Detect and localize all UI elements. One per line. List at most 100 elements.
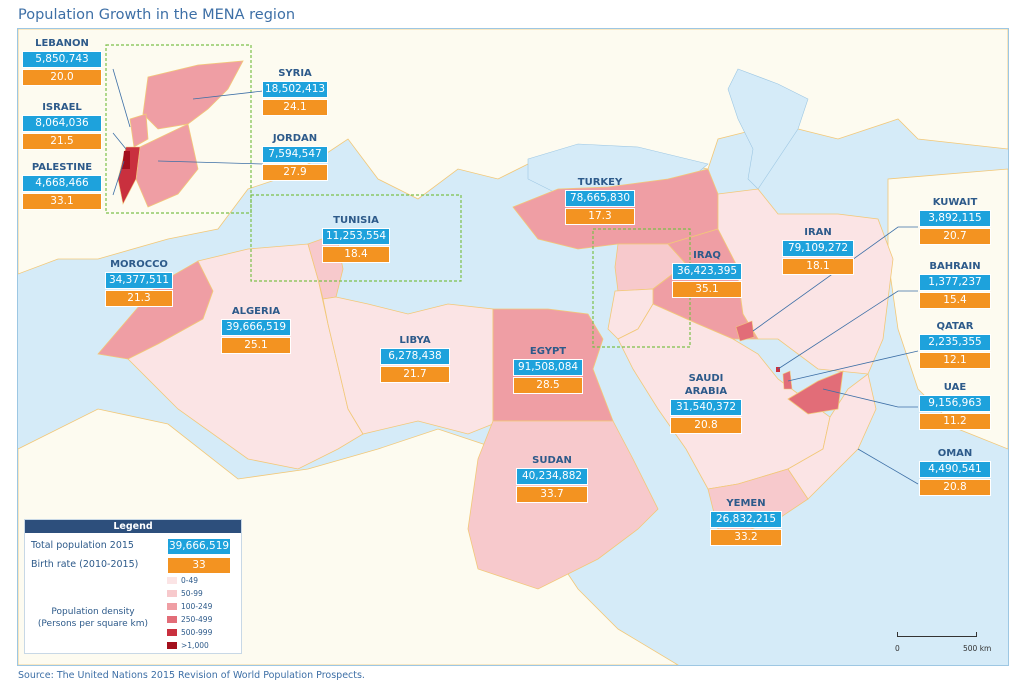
population-value: 39,666,519 bbox=[221, 319, 291, 336]
map-area bbox=[17, 28, 1009, 666]
label-yemen: YEMEN 26,832,215 33.2 bbox=[710, 497, 782, 546]
scale-bar-line bbox=[897, 632, 977, 637]
population-value: 26,832,215 bbox=[710, 511, 782, 528]
leader-jordan bbox=[157, 160, 264, 165]
population-value: 31,540,372 bbox=[670, 399, 742, 416]
population-value: 4,490,541 bbox=[919, 461, 991, 478]
birth-rate-value: 21.5 bbox=[22, 133, 102, 150]
legend-density-label: Population density (Persons per square k… bbox=[37, 607, 149, 629]
country-name: ALGERIA bbox=[231, 306, 281, 317]
leader-israel bbox=[112, 132, 127, 150]
levant-link-frame bbox=[250, 194, 462, 282]
map-canvas bbox=[18, 29, 1008, 665]
density-swatch-0 bbox=[167, 577, 177, 584]
birth-rate-value: 27.9 bbox=[262, 164, 328, 181]
legend-birth-rate-label: Birth rate (2010-2015) bbox=[31, 559, 139, 570]
source-note: Source: The United Nations 2015 Revision… bbox=[18, 670, 365, 681]
label-syria: SYRIA 18,502,413 24.1 bbox=[262, 67, 328, 116]
birth-rate-value: 28.5 bbox=[513, 377, 583, 394]
birth-rate-value: 11.2 bbox=[919, 413, 991, 430]
population-value: 8,064,036 bbox=[22, 115, 102, 132]
country-name: YEMEN bbox=[726, 498, 766, 509]
leader-qatar bbox=[787, 350, 919, 382]
lebanon-inset-shape bbox=[129, 113, 149, 148]
country-name: TUNISIA bbox=[333, 215, 379, 226]
birth-rate-value: 20.7 bbox=[919, 228, 991, 245]
label-bahrain: BAHRAIN 1,377,237 15.4 bbox=[919, 260, 991, 309]
density-label-0: 0-49 bbox=[181, 576, 199, 585]
birth-rate-value: 25.1 bbox=[221, 337, 291, 354]
label-sudan: SUDAN 40,234,882 33.7 bbox=[516, 454, 588, 503]
legend: Legend Total population 2015 39,666,519 … bbox=[24, 519, 242, 654]
label-turkey: TURKEY 78,665,830 17.3 bbox=[565, 176, 635, 225]
leader-syria bbox=[192, 90, 264, 100]
uae-shape bbox=[787, 370, 844, 415]
country-name: EGYPT bbox=[529, 346, 567, 357]
birth-rate-value: 18.4 bbox=[322, 246, 390, 263]
leader-palestine bbox=[112, 160, 125, 196]
population-value: 11,253,554 bbox=[322, 228, 390, 245]
country-name: BAHRAIN bbox=[929, 261, 981, 272]
birth-rate-value: 35.1 bbox=[672, 281, 742, 298]
label-libya: LIBYA 6,278,438 21.7 bbox=[380, 334, 450, 383]
country-name: PALESTINE bbox=[31, 162, 93, 173]
country-name: SUDAN bbox=[532, 455, 572, 466]
birth-rate-value: 18.1 bbox=[782, 258, 854, 275]
population-value: 40,234,882 bbox=[516, 468, 588, 485]
palestine-inset-shape bbox=[122, 151, 130, 169]
legend-birth-rate-box: 33 bbox=[168, 558, 230, 573]
country-name: MOROCCO bbox=[110, 259, 168, 270]
leader-oman bbox=[857, 448, 919, 485]
birth-rate-value: 17.3 bbox=[565, 208, 635, 225]
label-uae: UAE 9,156,963 11.2 bbox=[919, 381, 991, 430]
scale-bar-end: 500 km bbox=[963, 644, 992, 653]
birth-rate-value: 21.7 bbox=[380, 366, 450, 383]
country-name: LEBANON bbox=[35, 38, 89, 49]
country-name: QATAR bbox=[936, 321, 974, 332]
population-value: 5,850,743 bbox=[22, 51, 102, 68]
qatar-shape bbox=[782, 370, 793, 390]
label-egypt: EGYPT 91,508,084 28.5 bbox=[513, 345, 583, 394]
country-name: TURKEY bbox=[577, 177, 623, 188]
population-value: 1,377,237 bbox=[919, 274, 991, 291]
density-swatch-4 bbox=[167, 629, 177, 636]
country-name: IRAN bbox=[804, 227, 832, 238]
scale-bar-start: 0 bbox=[895, 644, 900, 653]
label-saudi-arabia: SAUDI ARABIA 31,540,372 20.8 bbox=[670, 372, 742, 434]
leader-uae bbox=[822, 388, 918, 408]
country-name: ISRAEL bbox=[42, 102, 82, 113]
population-value: 2,235,355 bbox=[919, 334, 991, 351]
country-name: OMAN bbox=[937, 448, 973, 459]
birth-rate-value: 33.7 bbox=[516, 486, 588, 503]
leader-lebanon bbox=[112, 68, 131, 128]
population-value: 79,109,272 bbox=[782, 240, 854, 257]
label-oman: OMAN 4,490,541 20.8 bbox=[919, 447, 991, 496]
population-value: 7,594,547 bbox=[262, 146, 328, 163]
label-algeria: ALGERIA 39,666,519 25.1 bbox=[221, 305, 291, 354]
sudan-shape bbox=[467, 420, 659, 590]
birth-rate-value: 20.8 bbox=[919, 479, 991, 496]
population-value: 34,377,511 bbox=[105, 272, 173, 289]
density-label-5: >1,000 bbox=[181, 641, 209, 650]
label-kuwait: KUWAIT 3,892,115 20.7 bbox=[919, 196, 991, 245]
label-jordan: JORDAN 7,594,547 27.9 bbox=[262, 132, 328, 181]
density-label-2: 100-249 bbox=[181, 602, 213, 611]
label-qatar: QATAR 2,235,355 12.1 bbox=[919, 320, 991, 369]
syria-inset-shape bbox=[142, 60, 244, 130]
birth-rate-value: 15.4 bbox=[919, 292, 991, 309]
algeria-shape bbox=[127, 243, 364, 470]
density-label-3: 250-499 bbox=[181, 615, 213, 624]
label-palestine: PALESTINE 4,668,466 33.1 bbox=[22, 161, 102, 210]
population-value: 36,423,395 bbox=[672, 263, 742, 280]
birth-rate-value: 33.1 bbox=[22, 193, 102, 210]
population-value: 4,668,466 bbox=[22, 175, 102, 192]
population-value: 78,665,830 bbox=[565, 190, 635, 207]
kuwait-shape bbox=[735, 320, 755, 342]
birth-rate-value: 12.1 bbox=[919, 352, 991, 369]
density-swatch-5 bbox=[167, 642, 177, 649]
birth-rate-value: 20.8 bbox=[670, 417, 742, 434]
birth-rate-value: 21.3 bbox=[105, 290, 173, 307]
label-iran: IRAN 79,109,272 18.1 bbox=[782, 226, 854, 275]
birth-rate-value: 20.0 bbox=[22, 69, 102, 86]
leader-bahrain bbox=[777, 290, 918, 370]
